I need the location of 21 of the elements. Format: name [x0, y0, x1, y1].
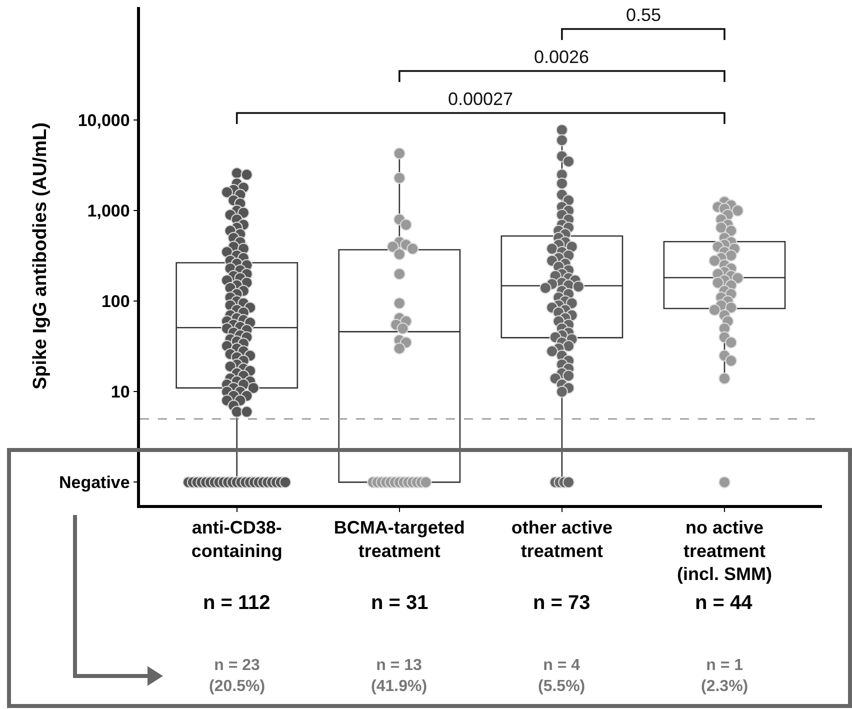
- x-tick-label: anti-CD38-containing: [191, 517, 282, 561]
- text: n = 112: [203, 592, 270, 614]
- annotation: 0.55: [626, 5, 662, 25]
- y-tick-label: 10,000: [78, 111, 130, 130]
- text: n = 31: [371, 592, 428, 614]
- y-axis-title: Spike IgG antibodies (AU/mL): [30, 122, 51, 390]
- annotation: 0.00027: [448, 89, 514, 109]
- y-tick-label: 100: [101, 292, 130, 312]
- text: n = 73: [533, 592, 590, 614]
- x-tick-label: other active treatment: [511, 517, 612, 561]
- text: n = 1 (2.3%): [701, 657, 748, 695]
- x-tick-label: BCMA-targeted treatment: [334, 517, 465, 561]
- y-tick-label: Negative: [58, 473, 130, 492]
- text: n = 23 (20.5%): [209, 657, 266, 695]
- text: n = 13 (41.9%): [371, 657, 428, 695]
- y-tick-label: 10: [110, 382, 130, 402]
- text: n = 4 (5.5%): [538, 657, 586, 695]
- x-tick-label: no active treatment (incl. SMM): [676, 517, 772, 584]
- y-tick-label: 1,000: [87, 202, 130, 221]
- text: n = 44: [695, 592, 754, 614]
- annotation: 0.0026: [534, 47, 590, 67]
